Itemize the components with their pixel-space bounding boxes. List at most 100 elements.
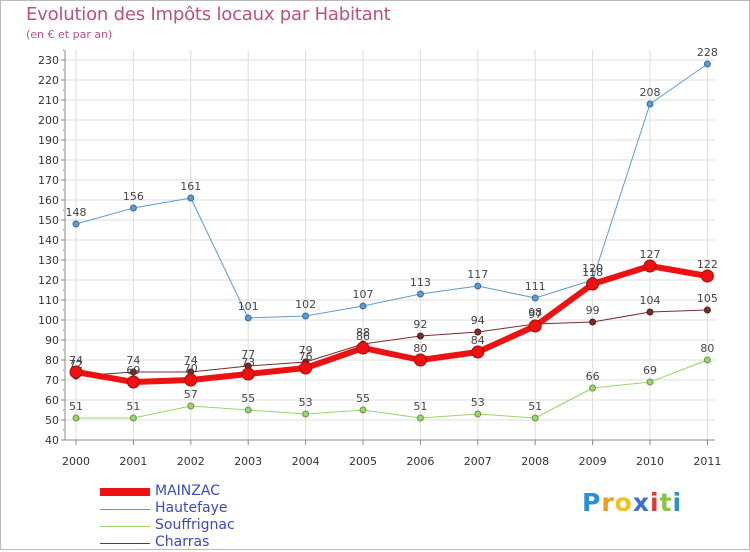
- data-label-souffrignac: 55: [241, 392, 255, 405]
- data-label-souffrignac: 51: [69, 400, 83, 413]
- data-label-mainzac: 74: [69, 354, 83, 367]
- data-point-hautefaye: [244, 314, 252, 322]
- data-label-hautefaye: 101: [238, 300, 259, 313]
- x-tick-label: 2004: [292, 455, 320, 468]
- data-label-hautefaye: 228: [697, 46, 718, 59]
- series-line-charras: [75, 309, 708, 377]
- data-label-mainzac: 97: [528, 308, 542, 321]
- x-tick-label: 2001: [119, 455, 147, 468]
- data-label-mainzac: 118: [582, 266, 603, 279]
- logo-letter: x: [632, 488, 650, 517]
- data-label-mainzac: 122: [697, 258, 718, 271]
- data-label-hautefaye: 107: [353, 288, 374, 301]
- x-tick-label: 2008: [521, 455, 549, 468]
- y-tick-label: 170: [38, 174, 59, 187]
- data-label-mainzac: 69: [126, 364, 140, 377]
- x-tick-label: 2010: [636, 455, 664, 468]
- data-point-charras: [646, 308, 654, 316]
- x-tick-label: 2009: [579, 455, 607, 468]
- data-point-charras: [703, 306, 711, 314]
- y-tick-label: 70: [45, 374, 59, 387]
- data-point-mainzac: [69, 365, 83, 379]
- data-point-hautefaye: [531, 294, 539, 302]
- series-line-mainzac: [73, 263, 711, 385]
- y-tick-label: 110: [38, 294, 59, 307]
- data-label-souffrignac: 53: [471, 396, 485, 409]
- y-tick-label: 140: [38, 234, 59, 247]
- x-tick-label: 2000: [62, 455, 90, 468]
- data-label-mainzac: 73: [241, 356, 255, 369]
- data-label-charras: 79: [299, 344, 313, 357]
- data-label-hautefaye: 148: [66, 206, 87, 219]
- data-label-hautefaye: 117: [467, 268, 488, 281]
- logo-letter: P: [582, 488, 602, 517]
- data-point-mainzac: [586, 277, 600, 291]
- y-tick-label: 40: [45, 434, 59, 447]
- data-point-hautefaye: [72, 220, 80, 228]
- y-tick-label: 130: [38, 254, 59, 267]
- logo-letter: o: [614, 488, 633, 517]
- x-tick-label: 2006: [406, 455, 434, 468]
- data-point-souffrignac: [244, 406, 252, 414]
- data-point-souffrignac: [703, 356, 711, 364]
- data-point-mainzac: [700, 269, 714, 283]
- logo-letter: r: [601, 488, 615, 517]
- legend-swatch: [100, 508, 150, 510]
- data-label-hautefaye: 113: [410, 276, 431, 289]
- data-point-souffrignac: [416, 414, 424, 422]
- data-point-hautefaye: [302, 312, 310, 320]
- data-point-mainzac: [299, 361, 313, 375]
- x-tick-label: 2005: [349, 455, 377, 468]
- legend-swatch: [100, 525, 150, 527]
- series-line-souffrignac: [75, 359, 708, 419]
- data-point-mainzac: [528, 319, 542, 333]
- data-label-souffrignac: 51: [413, 400, 427, 413]
- data-label-hautefaye: 161: [180, 180, 201, 193]
- data-label-mainzac: 127: [640, 248, 661, 261]
- data-point-souffrignac: [187, 402, 195, 410]
- x-tick-label: 2011: [693, 455, 721, 468]
- data-label-mainzac: 76: [299, 350, 313, 363]
- logo-letter: i: [672, 488, 683, 517]
- data-point-souffrignac: [359, 406, 367, 414]
- data-point-charras: [589, 318, 597, 326]
- proxiti-logo: Proxiti: [582, 488, 682, 517]
- plot-area: [65, 50, 715, 440]
- data-label-mainzac: 84: [471, 334, 485, 347]
- y-tick-label: 190: [38, 134, 59, 147]
- data-point-charras: [416, 332, 424, 340]
- data-label-hautefaye: 208: [640, 86, 661, 99]
- data-point-mainzac: [241, 367, 255, 381]
- data-label-charras: 74: [184, 354, 198, 367]
- data-label-charras: 99: [586, 304, 600, 317]
- data-label-charras: 74: [126, 354, 140, 367]
- y-tick-label: 60: [45, 394, 59, 407]
- legend-swatch: [100, 542, 150, 544]
- legend-label: MAINZAC: [155, 483, 220, 499]
- data-label-charras: 77: [241, 348, 255, 361]
- y-tick-label: 120: [38, 274, 59, 287]
- logo-letter: i: [650, 488, 660, 517]
- data-point-hautefaye: [474, 282, 482, 290]
- data-point-hautefaye: [703, 60, 711, 68]
- data-point-souffrignac: [531, 414, 539, 422]
- data-label-souffrignac: 57: [184, 388, 198, 401]
- data-point-hautefaye: [359, 302, 367, 310]
- data-point-mainzac: [413, 353, 427, 367]
- data-point-mainzac: [643, 259, 657, 273]
- data-point-charras: [474, 328, 482, 336]
- data-label-souffrignac: 69: [643, 364, 657, 377]
- y-tick-label: 50: [45, 414, 59, 427]
- data-label-charras: 92: [413, 318, 427, 331]
- data-label-souffrignac: 80: [700, 342, 714, 355]
- data-label-hautefaye: 111: [525, 280, 546, 293]
- data-point-hautefaye: [646, 100, 654, 108]
- y-tick-label: 220: [38, 74, 59, 87]
- legend-label: Charras: [155, 534, 210, 550]
- y-tick-label: 80: [45, 354, 59, 367]
- logo-letter: t: [659, 488, 673, 517]
- data-point-mainzac: [184, 373, 198, 387]
- data-label-hautefaye: 156: [123, 190, 144, 203]
- data-label-charras: 88: [356, 326, 370, 339]
